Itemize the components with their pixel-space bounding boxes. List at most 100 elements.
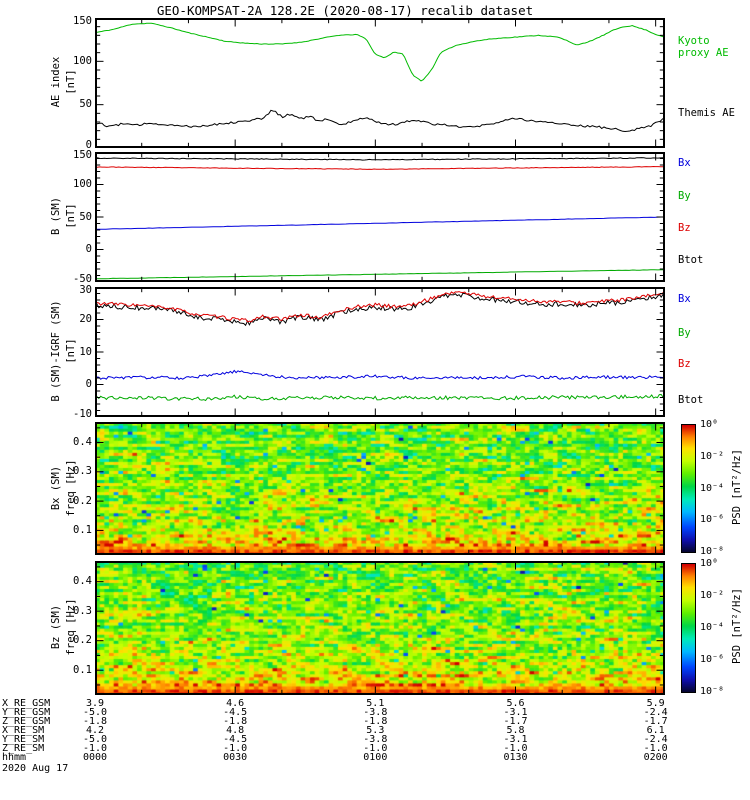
legend-bx: Bx (678, 157, 691, 170)
panel-bz_spec (95, 561, 665, 695)
plot-svg-bz_spec (95, 561, 665, 695)
legend-proxy-ae: proxy AE (678, 47, 729, 60)
ytick-label-bx_spec: 0.4 (73, 436, 92, 448)
time-tick-label: 0200 (643, 752, 668, 763)
ytick-label-b_sm: 50 (79, 210, 92, 223)
ytick-label-b_igrf: 10 (79, 345, 92, 358)
series-bx (94, 216, 665, 230)
ephemeris-value: 5.3 (366, 725, 385, 736)
legend-by: By (678, 190, 691, 203)
ytick-label-bx_spec: 0.1 (73, 523, 92, 536)
panel-b_igrf (94, 287, 666, 417)
ytick-label-bz_spec: 0.2 (73, 634, 92, 647)
ephemeris-row-label: Y_RE_SM (2, 734, 45, 745)
ephemeris-value: -1.0 (82, 743, 108, 754)
colorbar-bz_spec (681, 563, 696, 693)
ephemeris-value: 4.2 (85, 725, 105, 736)
colorbar-tick-label: 10⁻⁴ (700, 482, 725, 494)
ephemeris-value: -1.0 (363, 743, 388, 754)
ephemeris-value: -5.0 (82, 707, 108, 718)
series-bx (94, 369, 666, 380)
axis-ticks (97, 154, 663, 280)
ytick-label-b_igrf: 20 (79, 313, 92, 325)
colorbar-tick-label: 10⁻⁸ (700, 686, 725, 697)
time-tick-label: 0000 (82, 752, 108, 763)
colorbar-tick-label: 10⁻⁸ (700, 546, 725, 557)
ephemeris-value: 5.1 (366, 698, 385, 709)
ephemeris-value: 5.9 (646, 698, 665, 709)
ephemeris-row-label: X_RE_GSM (2, 698, 51, 709)
ytick-label-bx_spec: 0.2 (73, 494, 92, 507)
yaxis-title-bz_spec: Bz (SM) (50, 604, 62, 650)
series-bz (94, 291, 666, 323)
ephemeris-value: -1.7 (503, 716, 528, 727)
ephemeris-value: -2.4 (643, 707, 668, 718)
spectrogram-bx_spec (95, 422, 665, 555)
ytick-label-bz_spec: 0.4 (73, 575, 92, 588)
ephemeris-value: -1.0 (223, 743, 248, 754)
ephemeris-value: 3.9 (85, 698, 105, 709)
ephemeris-value: -1.8 (82, 716, 108, 727)
ephemeris-value: -5.0 (82, 734, 108, 745)
series-by (94, 393, 666, 402)
axis-frame (95, 287, 665, 417)
ytick-label-bz_spec: 0.1 (73, 663, 92, 676)
hhmm-label: hhmm (2, 752, 27, 763)
axis-frame (95, 18, 665, 148)
ytick-label-bx_spec: 0.3 (73, 465, 92, 478)
ytick-label-b_igrf: 0 (85, 378, 92, 390)
panel-ae (94, 18, 666, 148)
spectrogram-bz_spec (95, 561, 665, 695)
series-by (94, 269, 666, 280)
ephemeris-value: -1.8 (363, 716, 388, 727)
time-tick-label: 0100 (363, 752, 388, 763)
ephemeris-value: 4.8 (226, 725, 245, 736)
axis-frame (95, 152, 665, 282)
legend-bz: Bz (678, 357, 691, 370)
colorbar-bx_spec (681, 424, 696, 553)
ephemeris-value: -1.0 (503, 743, 528, 754)
ytick-label-ae: 100 (73, 54, 92, 67)
ephemeris-value: -4.5 (223, 707, 248, 718)
date-label: 2020 Aug 17 (2, 763, 69, 774)
ytick-label-b_sm: -50 (73, 272, 92, 285)
ytick-label-b_sm: 100 (73, 178, 92, 190)
ephemeris-value: -3.8 (363, 707, 388, 718)
series-btot (94, 157, 666, 161)
axis-ticks (97, 289, 663, 415)
axis-ticks (97, 424, 663, 553)
ephemeris-row-label: Y_RE_GSM (2, 707, 51, 718)
ytick-label-b_igrf: -10 (73, 407, 92, 420)
legend-kyoto: Kyoto (678, 35, 710, 48)
ytick-label-ae: 150 (73, 14, 92, 27)
series-bz (95, 165, 666, 170)
ephemeris-value: 6.1 (646, 725, 665, 736)
ytick-label-b_sm: 150 (73, 148, 92, 161)
ephemeris-value: -3.1 (503, 707, 528, 718)
plot-svg-ae (94, 18, 666, 148)
ephemeris-row-label: Z_RE_SM (2, 743, 45, 754)
axis-ticks (97, 20, 663, 146)
plot-svg-b_igrf (94, 287, 666, 417)
ephemeris-value: -1.7 (643, 716, 668, 727)
ephemeris-value: 5.8 (506, 725, 525, 736)
ytick-label-b_sm: 0 (85, 243, 92, 255)
time-tick-label: 0030 (223, 752, 248, 763)
ytick-label-bz_spec: 0.3 (73, 604, 92, 617)
panel-b_sm (94, 152, 666, 282)
ephemeris-value: -3.1 (503, 734, 528, 745)
legend-bz: Bz (678, 222, 691, 235)
axis-frame (95, 561, 665, 695)
ephemeris-value: -1.0 (643, 743, 668, 754)
legend-by: By (678, 326, 691, 339)
legend-btot: Btot (678, 253, 704, 266)
series-kyoto-proxy-ae (94, 22, 666, 82)
plot-svg-bx_spec (95, 422, 665, 555)
plot-title: GEO-KOMPSAT-2A 128.2E (2020-08-17) recal… (156, 3, 534, 18)
ephemeris-value: 4.6 (226, 698, 245, 709)
colorbar-tick-label: 10⁰ (700, 419, 719, 430)
colorbar-tick-label: 10⁻⁶ (700, 654, 725, 665)
colorbar-tick-label: 10⁻⁶ (700, 514, 725, 526)
